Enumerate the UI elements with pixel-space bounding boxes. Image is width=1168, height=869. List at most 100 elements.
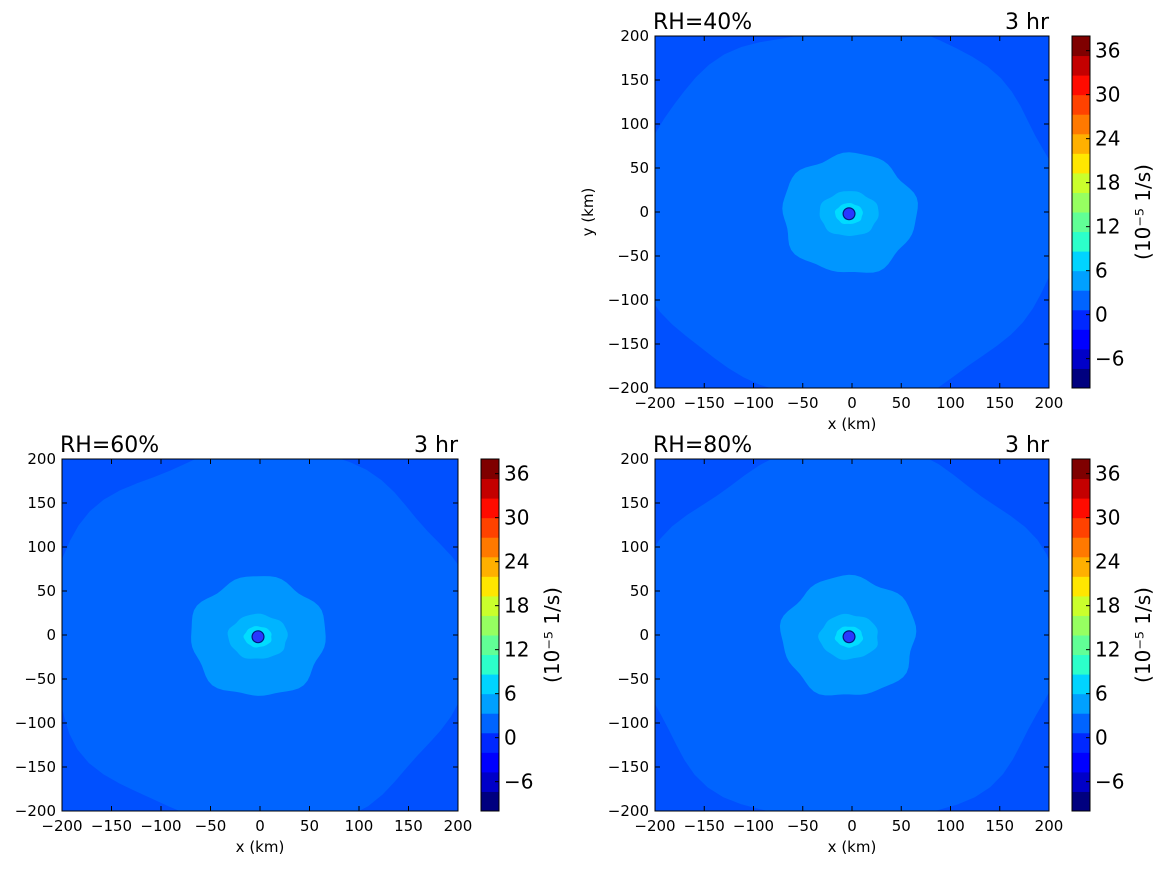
colorbar-segment [1072, 771, 1090, 792]
colorbar-segment [1072, 153, 1090, 174]
colorbar-segment [1072, 329, 1090, 350]
colorbar-tick-label: 12 [504, 638, 529, 662]
y-tick-label: −200 [608, 802, 649, 820]
colorbar-segment [1072, 192, 1090, 213]
contour-center-dot [251, 630, 265, 644]
colorbar-segment [1072, 94, 1090, 115]
colorbar-tick-label: 0 [1095, 303, 1108, 327]
colorbar: −6 0 6 12 18 24 30 36 (10⁻⁵ 1/s) [1071, 458, 1155, 812]
colorbar-segment [1072, 791, 1090, 812]
colorbar-segment [1072, 615, 1090, 636]
colorbar-frame [1071, 35, 1091, 389]
colorbar-segment [1072, 309, 1090, 330]
colorbar-tick-label: 36 [1095, 39, 1120, 63]
x-tick-label: 100 [936, 394, 965, 412]
colorbar-segment [1072, 290, 1090, 311]
colorbar-segment [1072, 713, 1090, 734]
y-tick-label: −150 [15, 758, 56, 776]
x-tick-label: 100 [345, 817, 374, 835]
panel-title-right: 3 hr [414, 433, 459, 458]
x-tick-label: 150 [985, 394, 1014, 412]
colorbar-segment [1072, 556, 1090, 577]
colorbar-tick-label: 24 [1095, 127, 1120, 151]
colorbar-label: (10⁻⁵ 1/s) [1131, 164, 1155, 260]
colorbar-frame [1071, 458, 1091, 812]
y-axis-label: y (km) [579, 188, 597, 237]
panel-title-right: 3 hr [1005, 433, 1050, 458]
panel-title-left: RH=40% [653, 10, 752, 35]
colorbar-tick-label: −6 [1095, 347, 1124, 371]
panel-1: −200 −150 −100 −50 0 50 100 150 200−200−150−100−… [579, 10, 1155, 433]
colorbar-tick-label: 36 [1095, 462, 1120, 486]
x-tick-label: 150 [394, 817, 423, 835]
colorbar-segment [1072, 75, 1090, 96]
x-tick-label: 0 [255, 817, 265, 835]
y-tick-label: 50 [630, 159, 649, 177]
y-tick-label: 0 [639, 203, 649, 221]
colorbar-segment [481, 654, 499, 675]
colorbar-segment [481, 576, 499, 597]
colorbar-segment [481, 713, 499, 734]
colorbar-frame [480, 458, 500, 812]
colorbar-label: (10⁻⁵ 1/s) [1131, 587, 1155, 683]
x-tick-label: −100 [140, 817, 181, 835]
colorbar-segment [1072, 576, 1090, 597]
y-tick-label: 0 [639, 626, 649, 644]
y-tick-label: 100 [620, 538, 649, 556]
colorbar-segment [481, 517, 499, 538]
colorbar-label: (10⁻⁵ 1/s) [540, 587, 564, 683]
panel-2: −200 −150 −100 −50 0 50 100 150 200−200−150−100−… [15, 433, 564, 856]
colorbar-tick-label: 12 [1095, 215, 1120, 239]
x-axis-label: x (km) [236, 838, 285, 856]
x-tick-label: 50 [892, 817, 911, 835]
colorbar-segment [481, 615, 499, 636]
x-tick-label: −50 [787, 394, 819, 412]
y-tick-label: 150 [620, 71, 649, 89]
y-tick-label: 100 [620, 115, 649, 133]
colorbar-tick-label: 0 [1095, 726, 1108, 750]
panel-title-left: RH=80% [653, 433, 752, 458]
colorbar-tick-label: 18 [1095, 594, 1120, 618]
colorbar-segment [1072, 498, 1090, 519]
x-axis-label: x (km) [828, 838, 877, 856]
y-tick-label: 50 [37, 582, 56, 600]
x-axis-label: x (km) [828, 415, 877, 433]
x-tick-label: −50 [195, 817, 227, 835]
y-tick-label: 200 [620, 27, 649, 45]
colorbar-segment [1072, 231, 1090, 252]
x-tick-label: −200 [634, 817, 675, 835]
colorbar-segment [1072, 55, 1090, 76]
contour-center-dot [842, 207, 856, 221]
colorbar-segment [481, 791, 499, 812]
colorbar-segment [1072, 517, 1090, 538]
colorbar-segment [1072, 654, 1090, 675]
colorbar-segment [1072, 635, 1090, 656]
colorbar: −6 0 6 12 18 24 30 36 (10⁻⁵ 1/s) [480, 458, 564, 812]
colorbar-tick-label: 30 [1095, 83, 1120, 107]
x-tick-label: −150 [684, 394, 725, 412]
colorbar-segment [481, 674, 499, 695]
colorbar-segment [481, 556, 499, 577]
colorbar-segment [1072, 133, 1090, 154]
x-tick-label: −200 [41, 817, 82, 835]
colorbar-segment [1072, 212, 1090, 233]
colorbar-segment [1072, 732, 1090, 753]
x-tick-label: −200 [634, 394, 675, 412]
colorbar-segment [481, 752, 499, 773]
x-tick-label: 100 [936, 817, 965, 835]
colorbar-tick-label: 18 [504, 594, 529, 618]
colorbar-segment [481, 771, 499, 792]
colorbar-tick-label: 6 [1095, 682, 1108, 706]
x-tick-label: −100 [733, 817, 774, 835]
colorbar-segment [481, 635, 499, 656]
colorbar-segment [481, 498, 499, 519]
y-tick-label: −100 [608, 291, 649, 309]
x-tick-label: 200 [1035, 394, 1064, 412]
colorbar-segment [1072, 368, 1090, 389]
plot-area [655, 36, 1049, 388]
colorbar-segment [1072, 674, 1090, 695]
colorbar-segment [1072, 36, 1090, 57]
colorbar-tick-label: 12 [1095, 638, 1120, 662]
colorbar-segment [481, 459, 499, 480]
